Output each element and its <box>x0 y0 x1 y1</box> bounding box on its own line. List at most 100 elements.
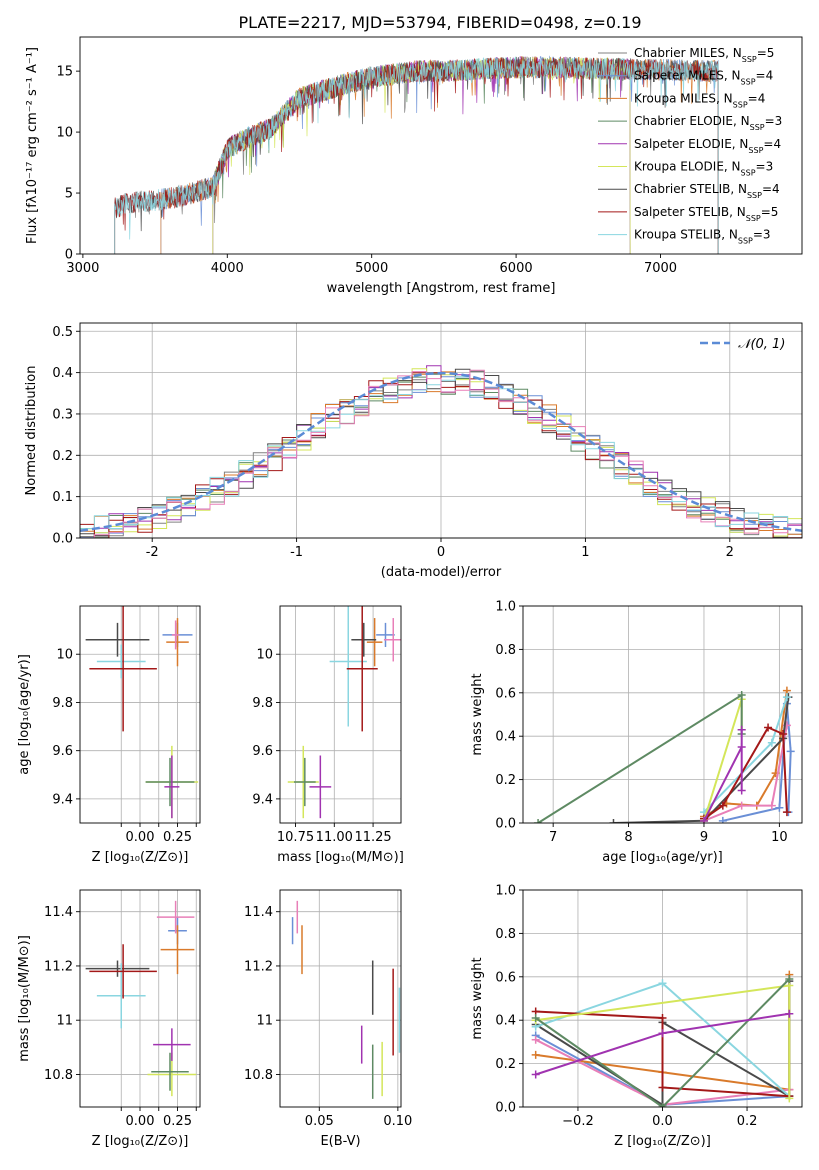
weight-marker <box>718 801 727 810</box>
legend-text: Salpeter STELIB, N <box>634 205 746 219</box>
x-tick-label: 8 <box>624 830 632 845</box>
y-tick-label: 10.8 <box>44 1068 73 1083</box>
x-tick-label: 2 <box>726 545 734 560</box>
x-tick-label: 11.25 <box>354 830 391 845</box>
y-tick-label: 9.6 <box>252 744 273 759</box>
x-axis-label: (data-model)/error <box>381 565 502 580</box>
x-tick-label: 4000 <box>211 261 244 276</box>
y-tick-label: 5 <box>65 187 73 202</box>
weight-marker <box>609 819 618 823</box>
x-axis-label: Z [log₁₀(Z/Z⊙)] <box>92 850 189 865</box>
plot-area-mass-age <box>287 606 401 819</box>
y-tick-label: 0.0 <box>52 532 73 547</box>
x-tick-label: 0.2 <box>737 1114 758 1129</box>
weight-marker <box>775 803 784 812</box>
weight-marker <box>767 801 776 810</box>
weight-marker <box>737 725 746 734</box>
legend-text: =5 <box>757 46 775 60</box>
legend-text: =4 <box>756 69 774 83</box>
legend-subscript: SSP <box>746 213 761 222</box>
legend-label: Kroupa STELIB, NSSP=3 <box>634 228 771 246</box>
weight-line <box>703 729 743 822</box>
weight-marker <box>785 974 794 983</box>
legend-text: =4 <box>748 91 766 105</box>
axes-frame <box>79 36 803 255</box>
weight-marker <box>782 808 791 817</box>
x-tick-label: 0.00 <box>126 1114 155 1129</box>
y-tick-label: 1.0 <box>495 600 516 615</box>
y-tick-label: 11 <box>256 1014 273 1029</box>
legend-label: Kroupa ELODIE, NSSP=3 <box>634 160 773 178</box>
legend-subscript: SSP <box>741 77 756 86</box>
x-tick-label: -1 <box>290 545 303 560</box>
axes-frame <box>279 605 402 824</box>
weight-marker <box>531 1014 540 1023</box>
weight-line <box>613 696 790 823</box>
weight-marker <box>737 743 746 752</box>
y-tick-label: 0.0 <box>495 1101 516 1116</box>
weight-marker <box>786 747 795 756</box>
y-tick-label: 0 <box>65 248 73 263</box>
x-tick-label: 5000 <box>355 261 388 276</box>
legend-subscript: SSP <box>750 123 765 132</box>
y-tick-label: 0.2 <box>52 449 73 464</box>
y-tick-label: 0.6 <box>495 686 516 701</box>
y-tick-label: 10 <box>56 648 73 663</box>
weight-marker <box>779 730 788 739</box>
y-tick-label: 1.0 <box>495 884 516 899</box>
legend-text: =3 <box>753 228 771 242</box>
x-axis-label: age [log₁₀(age/yr)] <box>602 850 723 865</box>
legend-text: Chabrier ELODIE, N <box>634 114 750 128</box>
weight-marker <box>782 693 791 702</box>
y-tick-label: 11.2 <box>244 959 273 974</box>
legend-subscript: SSP <box>733 100 748 109</box>
legend-text: =4 <box>763 137 781 151</box>
normal-curve-legend-label: 𝒩(0, 1) <box>738 337 785 352</box>
legend-subscript: SSP <box>748 145 763 154</box>
legend-text: =3 <box>765 114 783 128</box>
plot-area-ebv-mass <box>291 900 401 1099</box>
x-axis-label: mass [log₁₀(M/M⊙)] <box>277 850 404 865</box>
weight-marker <box>764 723 773 732</box>
weight-marker <box>534 819 543 823</box>
y-tick-label: 15 <box>56 65 73 80</box>
legend-text: Kroupa MILES, N <box>634 91 733 105</box>
x-tick-label: 6000 <box>500 261 533 276</box>
weight-marker <box>658 1083 667 1092</box>
y-axis-label: Normed distribution <box>24 366 39 496</box>
legend-subscript: SSP <box>747 191 762 200</box>
legend-text: Chabrier STELIB, N <box>634 182 747 196</box>
weight-marker <box>785 1009 794 1018</box>
figure-title: PLATE=2217, MJD=53794, FIBERID=0498, z=0… <box>238 13 641 32</box>
y-axis-label: mass weight <box>470 673 485 755</box>
y-tick-label: 9.8 <box>252 696 273 711</box>
legend-label: Kroupa MILES, NSSP=4 <box>634 91 765 109</box>
legend-text: Kroupa ELODIE, N <box>634 160 741 174</box>
plot-area-z-mass <box>85 900 197 1097</box>
axes-residuals: -2 -1 0 1 2 0.0 0.1 0.2 0.3 0.4 0.5 (data-model)/er… <box>24 322 803 580</box>
x-tick-label: 10 <box>771 830 788 845</box>
x-tick-label: 0.00 <box>126 830 155 845</box>
y-tick-label: 9.6 <box>52 744 73 759</box>
plot-area-residuals <box>80 365 802 538</box>
weight-marker <box>737 801 746 810</box>
y-tick-label: 0.4 <box>52 366 73 381</box>
legend-label: Salpeter MILES, NSSP=4 <box>634 69 773 87</box>
x-tick-label: −0.2 <box>562 1114 594 1129</box>
weight-marker <box>718 816 727 823</box>
y-tick-label: 10.8 <box>244 1068 273 1083</box>
x-tick-label: 0.25 <box>163 1114 192 1129</box>
weight-marker <box>767 738 776 747</box>
y-tick-label: 0.4 <box>495 730 516 745</box>
weight-marker <box>737 690 746 699</box>
axes-spectrum: 3000 4000 5000 6000 7000 0 5 10 15 wavelength [An… <box>25 36 803 296</box>
y-tick-label: 0.4 <box>495 1014 516 1029</box>
y-tick-label: 10 <box>56 126 73 141</box>
x-axis-label: Z [log₁₀(Z/Z⊙)] <box>92 1134 189 1149</box>
axes-z-age: 0.00 0.25 9.4 9.6 9.8 10 Z [log₁₀(Z/Z⊙)] age [l… <box>17 605 201 865</box>
y-tick-label: 9.4 <box>252 792 273 807</box>
y-tick-label: 11.4 <box>44 905 73 920</box>
y-tick-label: 0.5 <box>52 325 73 340</box>
